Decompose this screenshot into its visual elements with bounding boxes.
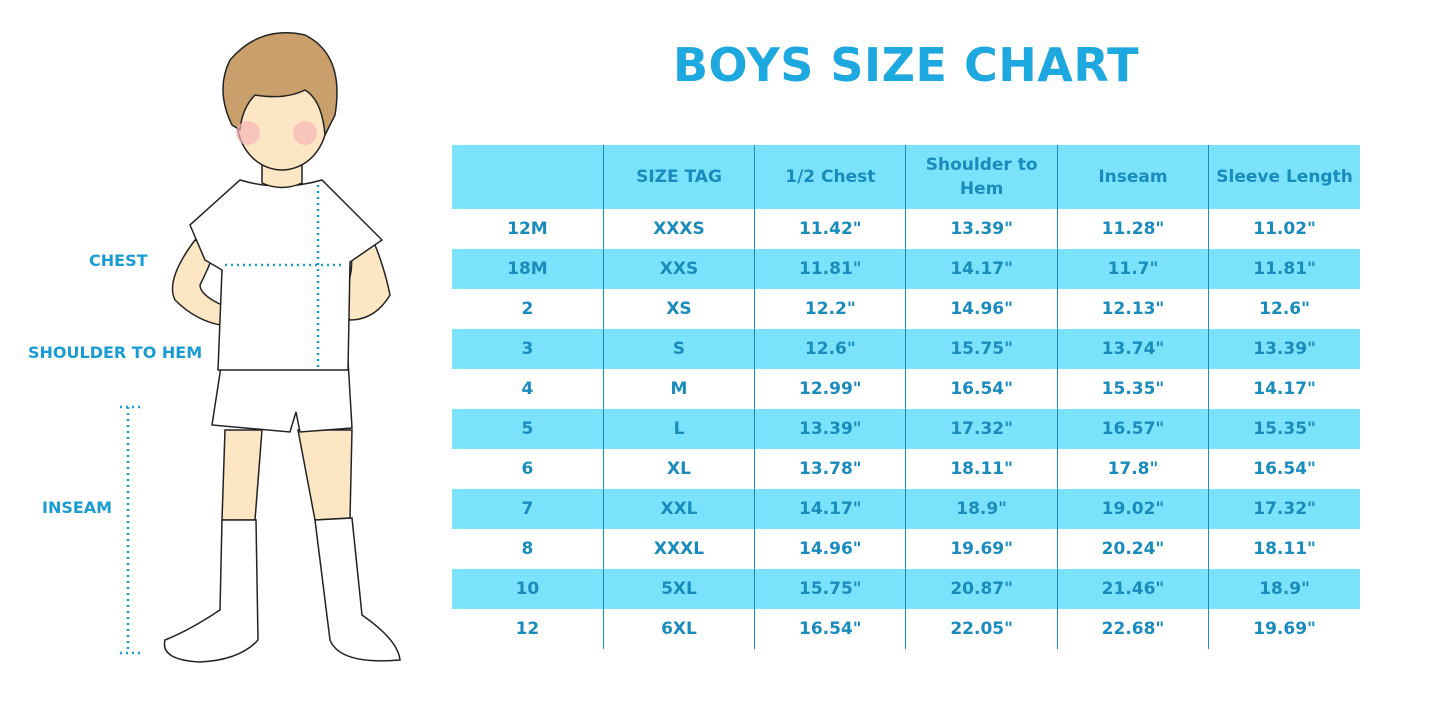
column-header xyxy=(452,145,604,209)
table-cell: 18.9" xyxy=(905,489,1058,529)
right-sock xyxy=(314,517,401,662)
table-cell: 12.99" xyxy=(754,369,906,409)
table-cell: XXL xyxy=(602,489,755,529)
table-cell: 17.32" xyxy=(1208,489,1360,529)
table-cell: 19.02" xyxy=(1056,489,1209,529)
table-cell: 11.81" xyxy=(754,249,906,289)
table-cell: 2 xyxy=(452,289,604,329)
size-table: SIZE TAG 1/2 Chest Shoulder to Hem Inseam Sl… xyxy=(452,145,1360,649)
table-header-row: SIZE TAG 1/2 Chest Shoulder to Hem Inseam Sl… xyxy=(452,145,1360,209)
right-leg xyxy=(297,429,353,521)
table-cell: 11.02" xyxy=(1208,209,1360,249)
table-cell: 13.78" xyxy=(754,449,906,489)
table-row: 6 XL 13.78" 18.11" 17.8" 16.54" xyxy=(452,449,1360,489)
table-cell: 18M xyxy=(452,249,604,289)
chest-label: CHEST xyxy=(89,251,148,270)
table-cell: 14.96" xyxy=(754,529,906,569)
column-header: 1/2 Chest xyxy=(754,145,906,209)
table-cell: 13.74" xyxy=(1056,329,1209,369)
table-cell: 15.75" xyxy=(905,329,1058,369)
table-cell: 12M xyxy=(452,209,604,249)
table-cell: 5 xyxy=(452,409,604,449)
table-cell: 13.39" xyxy=(905,209,1058,249)
table-cell: 13.39" xyxy=(1208,329,1360,369)
table-row: 5 L 13.39" 17.32" 16.57" 15.35" xyxy=(452,409,1360,449)
inseam-label: INSEAM xyxy=(42,498,113,517)
table-cell: 4 xyxy=(452,369,604,409)
table-cell: 14.96" xyxy=(905,289,1058,329)
table-cell: 16.54" xyxy=(754,609,906,649)
table-cell: 11.42" xyxy=(754,209,906,249)
table-cell: 16.54" xyxy=(1208,449,1360,489)
table-cell: 22.68" xyxy=(1056,609,1209,649)
table-cell: XXS xyxy=(602,249,755,289)
table-row: 4 M 12.99" 16.54" 15.35" 14.17" xyxy=(452,369,1360,409)
table-cell: 14.17" xyxy=(1208,369,1360,409)
column-header: SIZE TAG xyxy=(602,145,755,209)
column-header: Shoulder to Hem xyxy=(905,145,1058,209)
table-cell: 3 xyxy=(452,329,604,369)
table-cell: 8 xyxy=(452,529,604,569)
table-cell: 12.6" xyxy=(754,329,906,369)
left-sock xyxy=(163,519,259,663)
table-cell: 15.35" xyxy=(1056,369,1209,409)
boy-illustration xyxy=(120,32,401,663)
table-row: 3 S 12.6" 15.75" 13.74" 13.39" xyxy=(452,329,1360,369)
table-cell: 20.24" xyxy=(1056,529,1209,569)
table-cell: 12.2" xyxy=(754,289,906,329)
table-cell: 11.28" xyxy=(1056,209,1209,249)
table-cell: 21.46" xyxy=(1056,569,1209,609)
table-cell: 19.69" xyxy=(905,529,1058,569)
table-cell: XS xyxy=(602,289,755,329)
table-cell: 17.8" xyxy=(1056,449,1209,489)
table-cell: XXXL xyxy=(602,529,755,569)
table-cell: 12.13" xyxy=(1056,289,1209,329)
table-cell: 14.17" xyxy=(905,249,1058,289)
table-cell: 20.87" xyxy=(905,569,1058,609)
column-header: Sleeve Length xyxy=(1208,145,1360,209)
table-cell: 22.05" xyxy=(905,609,1058,649)
table-cell: 6XL xyxy=(602,609,755,649)
table-cell: 12 xyxy=(452,609,604,649)
shorts xyxy=(211,359,353,433)
table-cell: 19.69" xyxy=(1208,609,1360,649)
table-row: 18M XXS 11.81" 14.17" 11.7" 11.81" xyxy=(452,249,1360,289)
table-cell: 18.11" xyxy=(905,449,1058,489)
hair xyxy=(222,32,338,138)
table-cell: 16.57" xyxy=(1056,409,1209,449)
table-cell: 5XL xyxy=(602,569,755,609)
table-cell: L xyxy=(602,409,755,449)
table-cell: 16.54" xyxy=(905,369,1058,409)
table-cell: 15.35" xyxy=(1208,409,1360,449)
table-cell: XL xyxy=(602,449,755,489)
table-row: 2 XS 12.2" 14.96" 12.13" 12.6" xyxy=(452,289,1360,329)
table-row: 7 XXL 14.17" 18.9" 19.02" 17.32" xyxy=(452,489,1360,529)
table-cell: 13.39" xyxy=(754,409,906,449)
table-cell: 11.7" xyxy=(1056,249,1209,289)
table-row: 12 6XL 16.54" 22.05" 22.68" 19.69" xyxy=(452,609,1360,649)
table-cell: 12.6" xyxy=(1208,289,1360,329)
table-row: 8 XXXL 14.96" 19.69" 20.24" 18.11" xyxy=(452,529,1360,569)
table-cell: 17.32" xyxy=(905,409,1058,449)
table-cell: 18.9" xyxy=(1208,569,1360,609)
chart-title: BOYS SIZE CHART xyxy=(672,38,1140,92)
left-leg xyxy=(221,429,263,521)
table-cell: 15.75" xyxy=(754,569,906,609)
column-header: Inseam xyxy=(1056,145,1209,209)
table-row: 10 5XL 15.75" 20.87" 21.46" 18.9" xyxy=(452,569,1360,609)
table-cell: XXXS xyxy=(602,209,755,249)
table-row: 12M XXXS 11.42" 13.39" 11.28" 11.02" xyxy=(452,209,1360,249)
table-cell: M xyxy=(602,369,755,409)
table-cell: 10 xyxy=(452,569,604,609)
table-cell: 11.81" xyxy=(1208,249,1360,289)
table-cell: S xyxy=(602,329,755,369)
tshirt xyxy=(189,179,384,371)
table-cell: 14.17" xyxy=(754,489,906,529)
table-cell: 7 xyxy=(452,489,604,529)
table-cell: 18.11" xyxy=(1208,529,1360,569)
shoulder-to-hem-label: SHOULDER TO HEM xyxy=(28,343,203,362)
table-cell: 6 xyxy=(452,449,604,489)
